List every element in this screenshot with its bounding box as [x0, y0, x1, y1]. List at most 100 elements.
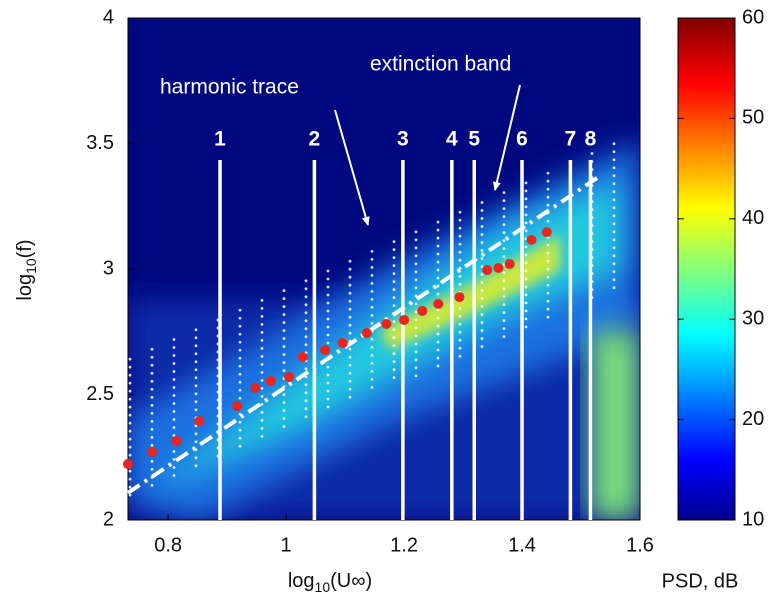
harmonic-dot	[128, 445, 132, 449]
peak-point	[250, 382, 261, 393]
harmonic-dot	[150, 427, 154, 431]
harmonic-dot	[612, 222, 616, 226]
harmonic-dot	[436, 244, 440, 248]
harmonic-dot	[392, 240, 396, 244]
harmonic-dot	[304, 287, 308, 291]
harmonic-dot	[370, 378, 374, 381]
harmonic-dot	[546, 283, 550, 287]
harmonic-dot	[392, 336, 396, 340]
harmonic-dot	[414, 230, 418, 234]
harmonic-dot	[172, 426, 176, 429]
harmonic-dot	[612, 190, 616, 194]
harmonic-dot	[260, 338, 264, 342]
harmonic-dot	[194, 344, 198, 348]
colorbar-tick-label: 20	[742, 408, 764, 430]
harmonic-dot	[370, 282, 374, 285]
harmonic-dot	[392, 304, 396, 308]
harmonic-dot	[524, 317, 528, 321]
colorbar-tick-label: 60	[742, 6, 764, 28]
harmonic-dot	[150, 347, 154, 351]
harmonic-dot	[172, 450, 176, 453]
harmonic-dot	[414, 334, 418, 338]
y-axis-label: log10(f)	[14, 239, 38, 300]
harmonic-dot	[282, 401, 286, 404]
harmonic-dot	[326, 373, 330, 377]
harmonic-dot	[326, 365, 330, 369]
harmonic-dot	[436, 236, 440, 240]
harmonic-dot	[238, 340, 242, 344]
harmonic-dot	[194, 368, 198, 372]
harmonic-dot	[392, 352, 396, 356]
harmonic-dot	[238, 332, 242, 336]
harmonic-dot	[348, 291, 352, 295]
harmonic-dot	[150, 355, 154, 359]
harmonic-dot	[194, 432, 198, 436]
harmonic-dot	[370, 290, 374, 293]
harmonic-dot	[304, 295, 308, 299]
harmonic-dot	[480, 281, 484, 284]
peak-point	[541, 227, 552, 238]
harmonic-dot	[546, 259, 550, 263]
harmonic-dot	[436, 268, 440, 272]
harmonic-dot	[612, 278, 616, 282]
harmonic-dot	[260, 330, 264, 334]
harmonic-dot	[348, 299, 352, 303]
harmonic-dot	[502, 223, 506, 227]
harmonic-dot	[194, 384, 198, 388]
harmonic-dot	[326, 341, 330, 345]
harmonic-dot	[326, 397, 330, 401]
harmonic-dot	[194, 336, 198, 340]
harmonic-dot	[414, 342, 418, 346]
harmonic-dot	[502, 239, 506, 243]
harmonic-dot	[370, 306, 374, 309]
harmonic-dot	[348, 267, 352, 271]
harmonic-dot	[458, 234, 462, 238]
harmonic-dot	[458, 250, 462, 254]
harmonic-dot	[612, 198, 616, 202]
harmonic-dot	[436, 252, 440, 256]
harmonic-dot	[238, 316, 242, 320]
harmonic-dot	[282, 329, 286, 332]
harmonic-dot	[150, 435, 154, 439]
station-label: 8	[585, 128, 597, 151]
harmonic-dot	[128, 469, 132, 473]
harmonic-dot	[260, 354, 264, 358]
harmonic-dot	[326, 293, 330, 297]
y-tick-label: 3	[103, 257, 114, 279]
harmonic-dot	[238, 324, 242, 328]
harmonic-dot	[260, 426, 264, 430]
peak-point	[337, 338, 348, 349]
harmonic-dot	[480, 209, 484, 212]
harmonic-dot	[458, 218, 462, 222]
harmonic-dot	[502, 303, 506, 307]
harmonic-dot	[436, 284, 440, 288]
harmonic-dot	[370, 362, 374, 365]
harmonic-dot	[612, 230, 616, 234]
harmonic-dot	[260, 378, 264, 382]
harmonic-dot	[414, 302, 418, 306]
harmonic-dot	[458, 226, 462, 230]
harmonic-dot	[282, 353, 286, 356]
harmonic-dot	[238, 420, 242, 424]
harmonic-dot	[502, 327, 506, 331]
harmonic-dot	[260, 410, 264, 414]
station-label: 3	[397, 128, 409, 151]
harmonic-dot	[502, 207, 506, 211]
harmonic-dot	[238, 364, 242, 368]
harmonic-dot	[612, 150, 616, 154]
harmonic-dot	[238, 372, 242, 376]
harmonic-dot	[172, 474, 176, 477]
harmonic-dot	[194, 408, 198, 412]
colorbar-tick-label: 30	[742, 307, 764, 329]
harmonic-dot	[150, 395, 154, 399]
harmonic-dot	[172, 394, 176, 397]
peak-point	[361, 328, 372, 339]
harmonic-dot	[304, 399, 308, 403]
harmonic-dot	[436, 220, 440, 224]
harmonic-dot	[458, 338, 462, 342]
harmonic-dot	[524, 261, 528, 265]
harmonic-dot	[326, 301, 330, 305]
harmonic-dot	[238, 356, 242, 360]
harmonic-dot	[172, 370, 176, 373]
harmonic-dot	[348, 371, 352, 375]
